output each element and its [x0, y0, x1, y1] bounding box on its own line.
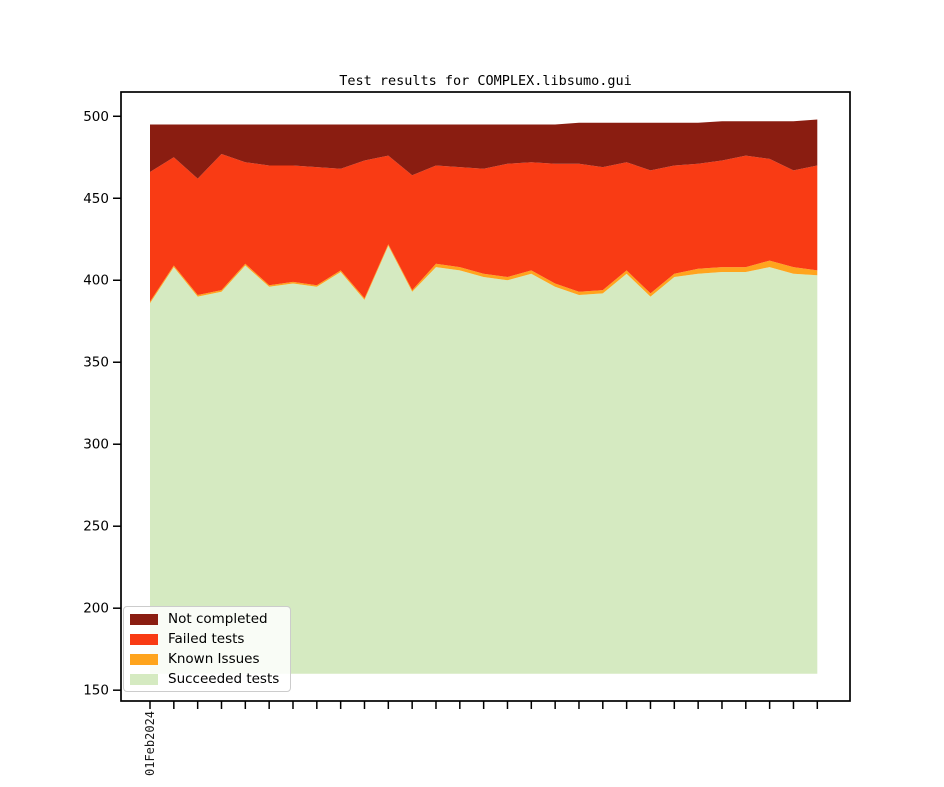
legend-item: Succeeded tests	[130, 671, 284, 687]
y-tick-label: 300	[83, 437, 109, 453]
legend-label: Failed tests	[168, 631, 245, 647]
chart-title: Test results for COMPLEX.libsumo.gui	[339, 73, 632, 89]
legend-item: Known Issues	[130, 651, 284, 667]
legend-swatch-known-issues	[130, 653, 158, 665]
legend-label: Not completed	[168, 611, 268, 627]
area-known-issues	[150, 244, 818, 304]
axes-frame	[120, 91, 851, 702]
legend-item: Failed tests	[130, 631, 284, 647]
legend-label: Succeeded tests	[168, 671, 280, 687]
area-not-completed	[150, 119, 818, 179]
legend: Not completed Failed tests Known Issues …	[123, 606, 291, 692]
y-tick-label: 450	[83, 191, 109, 207]
y-tick-label: 500	[83, 109, 109, 125]
y-tick-label: 150	[83, 683, 109, 699]
legend-label: Known Issues	[168, 651, 260, 667]
area-succeeded-tests	[150, 245, 818, 674]
legend-swatch-not-completed	[130, 613, 158, 625]
legend-swatch-succeeded-tests	[130, 673, 158, 685]
legend-swatch-failed-tests	[130, 633, 158, 645]
x-axis-date-label: 01Feb2024	[143, 710, 157, 776]
y-tick-label: 250	[83, 519, 109, 535]
area-failed-tests	[150, 154, 818, 302]
y-tick-label: 350	[83, 355, 109, 371]
legend-item: Not completed	[130, 611, 284, 627]
y-tick-label: 200	[83, 601, 109, 617]
y-tick-label: 400	[83, 273, 109, 289]
